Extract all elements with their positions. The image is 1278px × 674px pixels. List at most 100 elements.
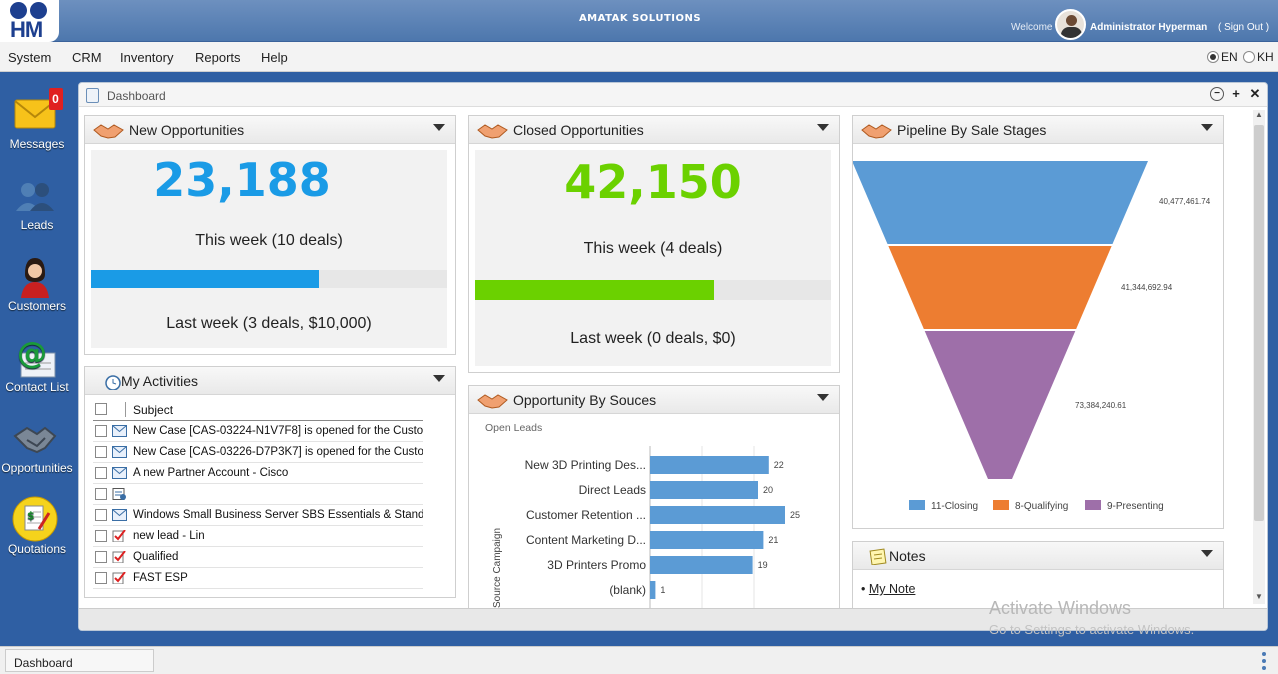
bar[interactable] [650, 581, 656, 599]
table-row[interactable]: Windows Small Business Server SBS Essent… [93, 505, 423, 526]
activity-subject[interactable]: FAST ESP [133, 572, 188, 584]
pipeline-panel: Pipeline By Sale Stages 40,477,461.74 41,… [852, 115, 1224, 529]
scroll-down-icon[interactable]: ▼ [1255, 592, 1263, 601]
activity-subject[interactable]: New Case [CAS-03226-D7P3K7] is opened fo… [133, 446, 423, 458]
bar[interactable] [650, 481, 758, 499]
row-checkbox[interactable] [95, 530, 107, 542]
vertical-scrollbar[interactable]: ▲ ▼ [1253, 110, 1265, 604]
scroll-up-icon[interactable]: ▲ [1255, 110, 1263, 119]
table-row[interactable] [93, 484, 423, 505]
panel-title: Opportunity By Souces [513, 392, 657, 408]
lang-en[interactable]: EN [1207, 50, 1238, 64]
table-row[interactable]: New Case [CAS-03226-D7P3K7] is opened fo… [93, 442, 423, 463]
username: Administrator Hyperman [1090, 22, 1208, 33]
bar[interactable] [650, 531, 764, 549]
sidebar: 0 Messages Leads Customers @ Contact Lis… [0, 72, 75, 642]
menu-crm[interactable]: CRM [72, 50, 102, 65]
table-row[interactable]: FAST ESP [93, 568, 423, 589]
company-name: AMATAK SOLUTIONS [578, 13, 702, 24]
maximize-button[interactable]: + [1232, 86, 1240, 101]
app-logo[interactable]: HM [0, 0, 59, 42]
table-row[interactable]: Qualified [93, 547, 423, 568]
minimize-button[interactable]: − [1210, 87, 1224, 101]
lang-kh[interactable]: KH [1243, 50, 1274, 64]
welcome-label: Welcome [1011, 22, 1053, 33]
note-item[interactable]: • My Note [861, 582, 916, 596]
bar-value-label: 1 [660, 585, 665, 595]
row-checkbox[interactable] [95, 509, 107, 521]
panel-menu-caret[interactable] [817, 394, 829, 401]
closed-opportunities-progress [475, 280, 831, 300]
sidebar-item-messages[interactable]: 0 Messages [0, 82, 72, 162]
subject-header[interactable]: Subject [133, 403, 174, 417]
sign-out-link[interactable]: ( Sign Out ) [1218, 22, 1270, 33]
window-title-bar: Dashboard − + ✕ [79, 83, 1267, 107]
row-checkbox[interactable] [95, 572, 107, 584]
panel-menu-caret[interactable] [433, 375, 445, 382]
bar-value-label: 22 [774, 460, 784, 470]
handshake-icon [93, 124, 124, 139]
menu-help[interactable]: Help [261, 50, 288, 65]
svg-text:$: $ [27, 509, 35, 522]
more-options-icon[interactable] [1260, 651, 1268, 671]
sidebar-item-opportunities[interactable]: Opportunities [0, 406, 73, 486]
row-checkbox[interactable] [95, 446, 107, 458]
bar[interactable] [650, 456, 769, 474]
menu-system[interactable]: System [8, 50, 52, 65]
activity-subject[interactable]: New Case [CAS-03224-N1V7F8] is opened fo… [133, 425, 423, 437]
sidebar-item-quotations[interactable]: $ Quotations [0, 487, 72, 567]
activity-subject[interactable]: Qualified [133, 551, 179, 563]
table-row[interactable]: A new Partner Account - Cisco [93, 463, 423, 484]
closed-opportunities-last-week: Last week (0 deals, $0) [570, 330, 736, 347]
new-opportunities-progress [91, 270, 447, 288]
task-icon [112, 529, 127, 543]
activation-watermark: Activate Windows [989, 598, 1132, 618]
legend-swatch [909, 500, 925, 510]
category-label: New 3D Printing Des... [525, 458, 646, 472]
new-opportunities-panel: New Opportunities 23,188 This week (10 d… [84, 115, 456, 355]
bar[interactable] [650, 506, 785, 524]
funnel-value-label: 40,477,461.74 [1159, 197, 1211, 206]
funnel-segment[interactable] [924, 331, 1076, 479]
menu-inventory[interactable]: Inventory [120, 50, 174, 65]
panel-menu-caret[interactable] [817, 124, 829, 131]
close-button[interactable]: ✕ [1249, 86, 1261, 101]
sidebar-item-customers[interactable]: Customers [0, 244, 72, 324]
bar-value-label: 25 [790, 510, 800, 520]
activity-subject[interactable]: Windows Small Business Server SBS Essent… [133, 509, 423, 521]
avatar [1055, 9, 1086, 40]
activities-table: Subject New Case [CAS-03224-N1V7F8] is o… [93, 399, 423, 589]
panel-menu-caret[interactable] [433, 124, 445, 131]
sidebar-item-contact-list[interactable]: @ Contact List [0, 325, 72, 405]
new-opportunities-this-week: This week (10 deals) [195, 232, 343, 249]
sidebar-item-leads[interactable]: Leads [0, 163, 72, 243]
funnel-segment[interactable] [888, 246, 1112, 329]
scrollbar-thumb[interactable] [1254, 125, 1264, 521]
row-checkbox[interactable] [95, 467, 107, 479]
taskbar-tab-dashboard[interactable]: Dashboard [5, 649, 154, 672]
category-label: Content Marketing D... [526, 533, 646, 547]
row-checkbox[interactable] [95, 488, 107, 500]
row-checkbox[interactable] [95, 551, 107, 563]
menu-reports[interactable]: Reports [195, 50, 241, 65]
bar-value-label: 20 [763, 485, 773, 495]
lang-kh-radio[interactable] [1243, 51, 1255, 63]
row-checkbox[interactable] [95, 425, 107, 437]
handshake-icon [11, 414, 59, 462]
table-row[interactable]: new lead - Lin [93, 526, 423, 547]
category-label: (blank) [609, 583, 646, 597]
funnel-segment[interactable] [853, 161, 1148, 244]
table-row[interactable]: New Case [CAS-03224-N1V7F8] is opened fo… [93, 421, 423, 442]
select-all-checkbox[interactable] [95, 403, 107, 415]
window-footer [79, 608, 1267, 630]
mail-icon [112, 446, 127, 458]
activity-subject[interactable]: new lead - Lin [133, 530, 205, 542]
activity-subject[interactable]: A new Partner Account - Cisco [133, 467, 289, 479]
closed-opportunities-panel: Closed Opportunities 42,150 This week (4… [468, 115, 840, 373]
panel-menu-caret[interactable] [1201, 550, 1213, 557]
contact-list-icon: @ [11, 333, 59, 381]
panel-menu-caret[interactable] [1201, 124, 1213, 131]
bar[interactable] [650, 556, 753, 574]
lang-en-radio[interactable] [1207, 51, 1219, 63]
envelope-icon: 0 [11, 88, 63, 138]
